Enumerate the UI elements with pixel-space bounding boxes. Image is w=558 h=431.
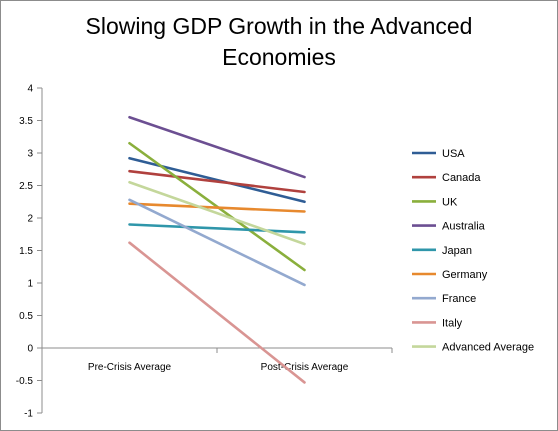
y-tick-label: 0 [27,344,33,355]
legend-label: France [442,293,476,305]
y-tick-label: -1 [24,409,33,420]
y-tick-label: 0.5 [19,311,33,322]
y-tick-label: 1 [27,279,33,290]
legend-label: Germany [442,269,488,281]
legend-label: Japan [442,245,472,257]
series-line-france [128,198,306,287]
series-line-usa [128,156,306,204]
legend-label: Australia [442,221,486,233]
y-tick-label: 3.5 [19,116,33,127]
chart-title: Slowing GDP Growth in the Advanced Econo… [85,13,473,70]
legend-label: Canada [442,172,481,184]
legend-label: Advanced Average [442,342,534,354]
legend-label: USA [442,148,465,160]
series-line-canada [128,169,306,194]
series-line-advanced-average [128,180,306,246]
y-tick-label: 3 [27,149,33,160]
series-line-japan [128,223,306,234]
y-tick-label: 2 [27,214,33,225]
legend-label: UK [442,196,458,208]
legend-label: Italy [442,317,463,329]
y-tick-label: -0.5 [16,376,34,387]
y-tick-label: 2.5 [19,181,33,192]
y-tick-label: 1.5 [19,246,33,257]
y-tick-label: 4 [27,84,33,95]
axes: -1 -0.5 0 0.5 1 1.5 2 2.5 3 3.5 4 Pre-Crisis Averag… [16,84,393,420]
x-tick-label: Pre-Crisis Average [88,362,172,373]
series-line-australia [128,115,306,179]
series-line-germany [128,202,306,213]
legend: USA Canada UK Australia Japan Germany France It… [412,148,534,354]
series-lines [128,115,306,384]
x-tick-label: Post-Crisis Average [261,362,349,373]
series-line-italy [128,241,306,384]
